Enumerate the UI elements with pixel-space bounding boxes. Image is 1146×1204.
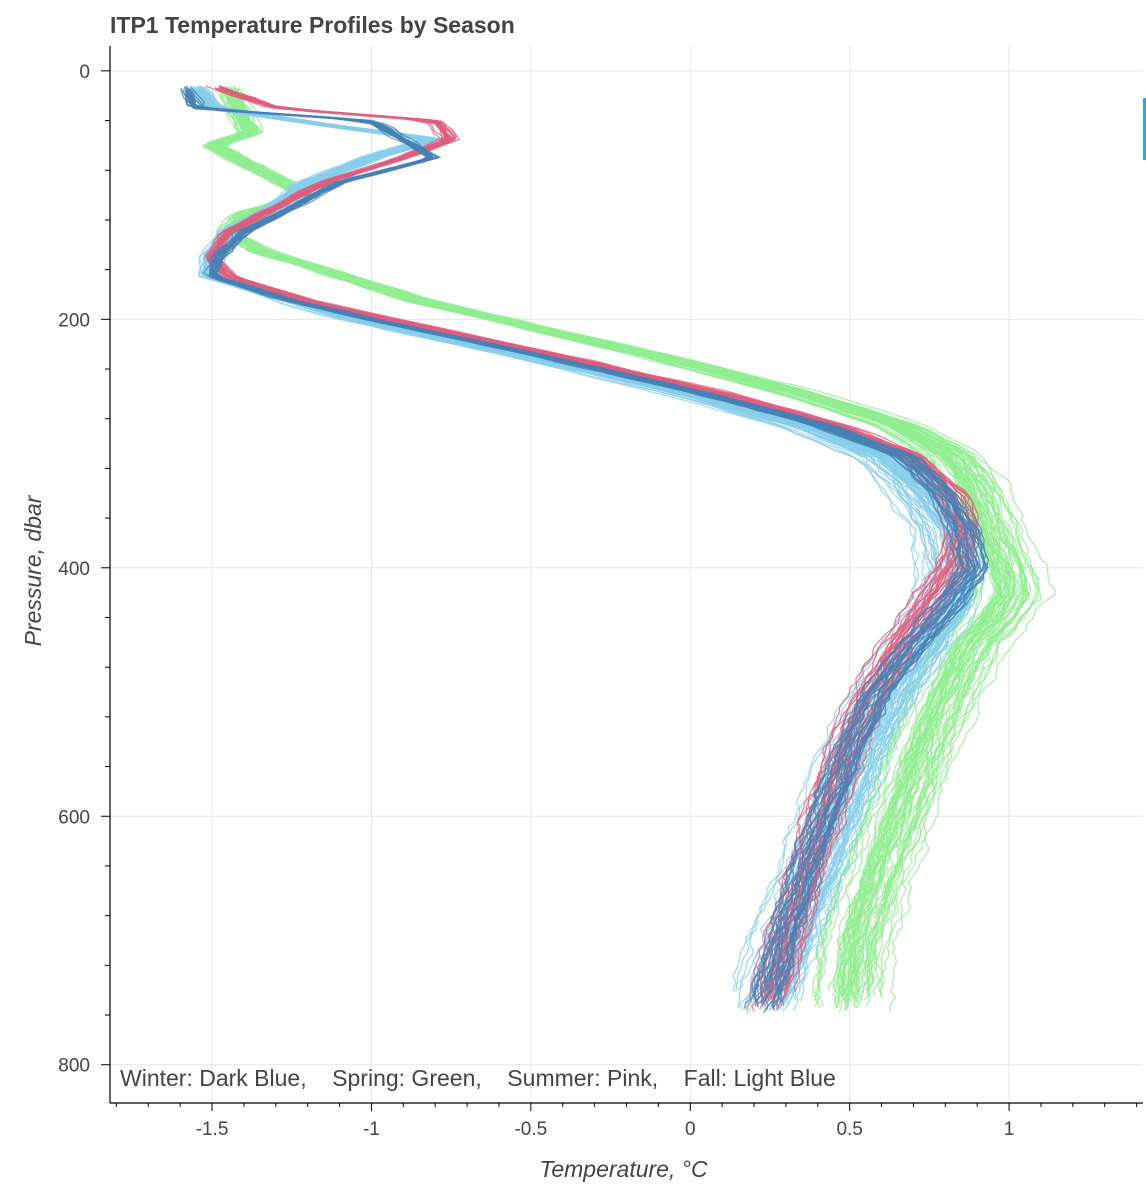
profile-line-spring [223,86,1024,997]
x-tick-label: -1.5 [196,1119,229,1140]
profile-line-spring [221,88,1023,999]
x-tick-label: 0 [685,1119,696,1140]
y-tick-label: 400 [58,559,90,580]
x-axis-label: Temperature, °C [539,1156,708,1182]
profile-line-winter [190,92,987,1003]
x-tick-label: 1 [1004,1119,1015,1140]
x-tick-label: -0.5 [514,1119,547,1140]
profile-line-winter [190,90,979,1011]
season-legend-annotation: Winter: Dark Blue, Spring: Green, Summer… [120,1065,836,1091]
y-tick-label: 200 [58,310,90,331]
grid-lines [110,46,1143,1102]
toolbar-indicator[interactable] [1143,98,1146,160]
y-tick-label: 800 [58,1056,90,1077]
profile-line-winter [182,87,970,987]
profile-line-spring [218,87,1028,987]
y-tick-label: 0 [79,62,90,83]
x-tick-label: 0.5 [836,1119,862,1140]
profile-line-winter [180,88,970,994]
profile-line-winter [186,85,989,991]
profile-line-winter [184,88,961,1009]
series-winter [179,85,990,1014]
x-tick-label: -1 [363,1119,380,1140]
series-group [179,85,1057,1014]
chart-title: ITP1 Temperature Profiles by Season [110,12,515,38]
profile-line-fall [189,85,920,991]
profile-line-spring [223,91,1040,997]
y-axis-label: Pressure, dbar [20,494,46,646]
y-tick-label: 600 [58,807,90,828]
axes: -1.5 -1 -0.5 0 0.5 1 0 200 400 600 800 [58,46,1143,1140]
